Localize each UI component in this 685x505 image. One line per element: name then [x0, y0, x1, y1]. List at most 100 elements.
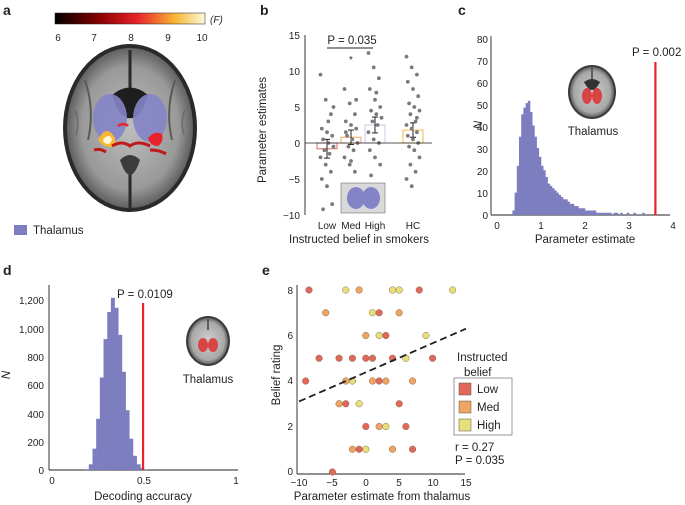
data-point-med [350, 137, 355, 142]
data-point-hc [413, 169, 418, 174]
point-med [355, 286, 363, 294]
hist-bar [585, 210, 588, 215]
panel-c-xticks: 0 1 2 3 4 [494, 221, 676, 232]
panel-e-xlabel: Parameter estimate from thalamus [294, 491, 471, 503]
panel-c-xtick-1: 1 [538, 221, 544, 232]
point-high [362, 445, 370, 453]
point-med [409, 377, 417, 385]
point-low [328, 468, 336, 476]
panel-b-plot: Low Med High HC [305, 51, 432, 232]
thalamus-legend-label: Thalamus [33, 225, 84, 237]
panel-b-ylabel: Parameter estimates [257, 77, 269, 183]
panel-c-ytick-0: 0 [482, 211, 488, 222]
point-low [302, 377, 310, 385]
data-point-hc [407, 144, 411, 149]
data-point-hc [404, 123, 409, 127]
hist-bar [129, 438, 134, 470]
hist-bar [578, 208, 581, 215]
panel-c-xtick-0: 0 [494, 221, 500, 232]
colorbar-tick-10: 10 [196, 33, 208, 44]
panel-d-pvalue: P = 0.0109 [117, 289, 173, 301]
hist-bar [574, 206, 577, 215]
data-point-hc [408, 162, 413, 167]
panel-d-ytick-1200: 1,200 [19, 296, 44, 307]
point-med [375, 422, 383, 431]
panel-b-xtick-hc: HC [406, 221, 420, 232]
hist-bar [554, 190, 557, 215]
data-point-high [374, 90, 379, 95]
data-point-high [370, 119, 375, 124]
point-low [368, 354, 377, 362]
panel-c-ytick-80: 80 [477, 35, 489, 46]
data-point-high [378, 162, 383, 167]
data-point-hc [412, 105, 417, 109]
hist-bar [99, 377, 104, 470]
data-point-hc [417, 155, 422, 160]
data-point-high [366, 51, 371, 55]
hist-bar [519, 136, 522, 215]
point-low [409, 445, 417, 453]
data-point-hc [413, 119, 418, 124]
panel-e-ytick-6: 6 [287, 331, 293, 342]
data-point-med [353, 112, 357, 117]
data-point-med [349, 159, 353, 163]
data-point-low [331, 144, 336, 149]
hist-bar [536, 147, 540, 215]
hist-bar [527, 100, 531, 215]
colorbar-tick-9: 9 [165, 33, 171, 44]
regression-line [298, 327, 467, 403]
hist-bar [580, 208, 584, 215]
panel-b-ytick-m10: −10 [283, 211, 300, 222]
point-low [415, 286, 423, 294]
panel-b-sig-star: * [349, 55, 353, 66]
data-point-med [347, 162, 352, 167]
panel-d-ytick-200: 200 [27, 438, 44, 449]
panel-d-ytick-1000: 1,000 [19, 325, 44, 336]
data-point-high [375, 123, 380, 127]
point-med [368, 377, 377, 385]
hist-bar [121, 371, 126, 470]
panel-d-ytick-0: 0 [38, 466, 44, 477]
hist-bar [541, 165, 544, 215]
colorbar-tick-6: 6 [55, 33, 61, 44]
panel-d-xtick-05: 0.5 [137, 476, 151, 487]
panel-e-xtick-0: 0 [363, 478, 369, 489]
data-point-hc [415, 72, 419, 77]
data-point-med [343, 119, 348, 124]
point-low [375, 377, 383, 385]
panel-c-inset-label: Thalamus [568, 126, 619, 138]
data-point-low [319, 126, 324, 131]
hist-bar [602, 212, 606, 215]
point-med [322, 309, 330, 317]
panel-d-ytick-400: 400 [27, 410, 44, 421]
hist-bar [523, 107, 526, 215]
point-high [422, 331, 430, 340]
data-point-hc [409, 184, 414, 189]
panel-e-xtick-15: 15 [460, 478, 472, 489]
panel-d-letter: d [3, 262, 12, 278]
point-low [402, 422, 410, 431]
hist-bar [530, 112, 533, 215]
panel-d: d N 0 200 400 600 800 1,000 1,200 0 0.5 … [1, 262, 239, 503]
hist-bar [633, 212, 636, 215]
hist-bar [538, 156, 542, 215]
data-point-hc [405, 79, 410, 84]
hist-bar [88, 464, 93, 470]
panel-e-xtick-m5: −5 [326, 478, 338, 489]
data-point-high [367, 148, 372, 153]
hist-bar [516, 165, 520, 215]
point-med [382, 377, 390, 385]
data-point-med [346, 144, 351, 149]
hist-bar [549, 185, 553, 215]
data-point-hc [404, 177, 409, 181]
panel-c-xtick-4: 4 [670, 221, 676, 232]
panel-e-legend-title-2: belief [464, 367, 492, 379]
data-point-high [367, 87, 372, 91]
data-point-med [342, 87, 347, 91]
data-point-med [354, 97, 359, 102]
data-point-high [373, 155, 377, 160]
point-high [368, 309, 377, 317]
hist-bar [576, 206, 579, 215]
panel-c-xtick-2: 2 [582, 221, 588, 232]
panel-c: c N 0 10 20 30 40 50 60 70 80 0 1 2 3 4 … [458, 2, 681, 246]
